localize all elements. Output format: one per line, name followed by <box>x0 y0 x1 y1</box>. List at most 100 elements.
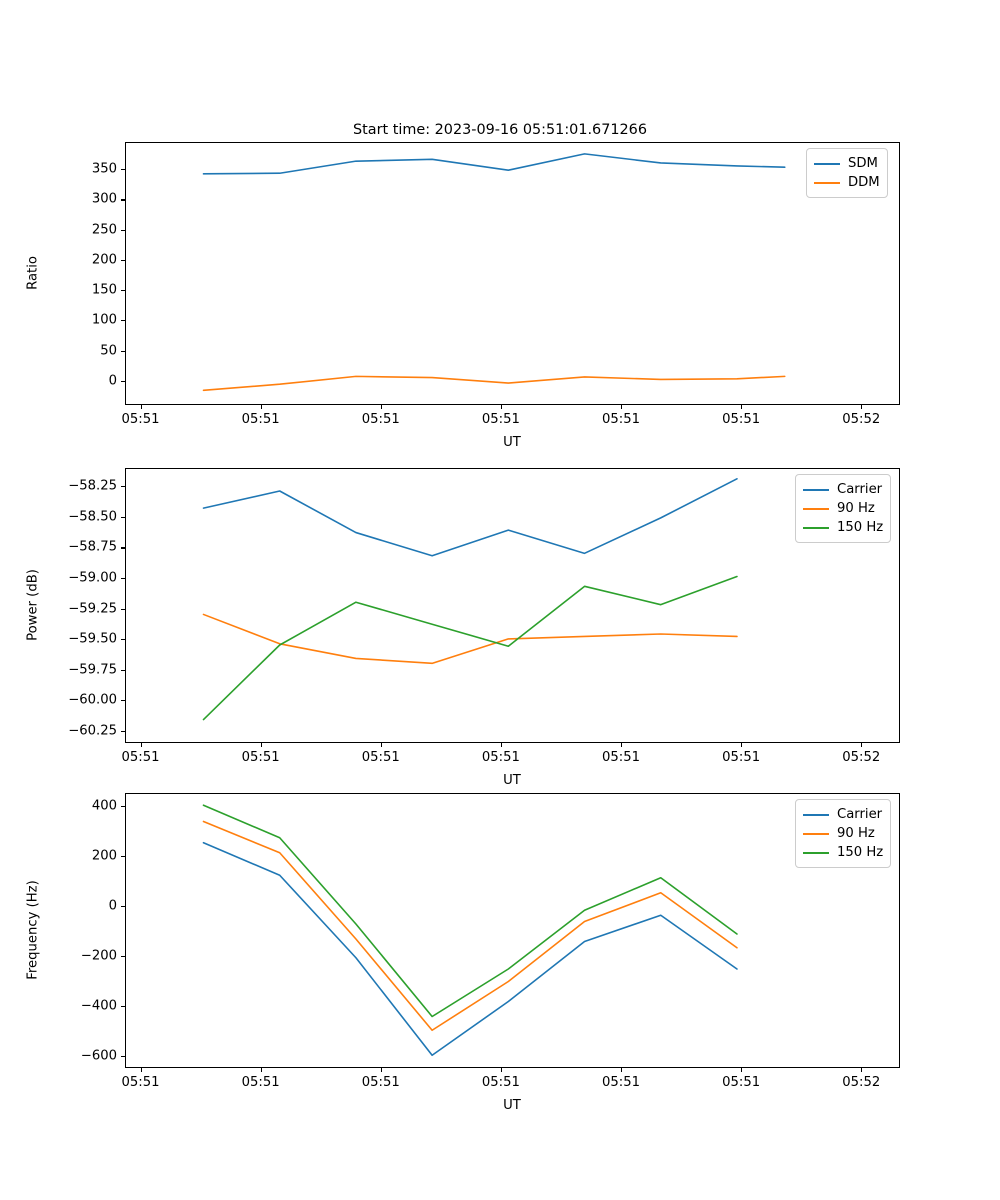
y-tick-label: −59.50 <box>68 631 117 647</box>
x-tick-label: 05:51 <box>601 412 641 427</box>
x-tick-label: 05:51 <box>722 1075 761 1090</box>
y-tick-label: 200 <box>91 848 117 863</box>
y-tick-mark <box>121 669 125 671</box>
x-tick-label: 05:51 <box>121 1075 160 1090</box>
legend-line-swatch <box>814 181 840 184</box>
y-tick-mark <box>121 608 125 610</box>
power-legend[interactable]: Carrier 90 Hz 150 Hz <box>795 474 892 543</box>
legend-label: DDM <box>848 174 880 190</box>
x-tick-mark <box>500 405 502 409</box>
x-tick-mark <box>500 1068 502 1072</box>
x-tick-mark <box>621 405 623 409</box>
legend-label: SDM <box>848 155 878 171</box>
legend-label: Carrier <box>837 481 883 497</box>
x-tick-mark <box>861 743 863 747</box>
frequency-legend[interactable]: Carrier 90 Hz 150 Hz <box>795 799 892 868</box>
series-line-carrier <box>202 477 738 557</box>
legend-entry-carrier[interactable]: Carrier <box>803 805 883 824</box>
legend-entry-sdm[interactable]: SDM <box>814 154 880 173</box>
y-tick-mark <box>121 486 125 488</box>
legend-entry-ddm[interactable]: DDM <box>814 173 880 192</box>
y-tick-label: −600 <box>80 1048 117 1063</box>
x-tick-label: 05:52 <box>842 1075 881 1090</box>
x-tick-mark <box>260 1068 262 1072</box>
x-tick-mark <box>260 405 262 409</box>
legend-entry-150-hz[interactable]: 150 Hz <box>803 518 883 537</box>
figure-title: Start time: 2023-09-16 05:51:01.671266 <box>352 122 647 138</box>
y-tick-label: −400 <box>80 998 117 1013</box>
series-line-carrier <box>202 841 738 1057</box>
y-tick-label: −59.75 <box>68 662 117 678</box>
y-tick-label: 0 <box>108 373 117 389</box>
x-tick-mark <box>380 743 382 747</box>
x-tick-mark <box>140 1068 142 1072</box>
ratio-series-canvas <box>202 153 786 392</box>
y-tick-label: −58.75 <box>68 539 117 555</box>
x-tick-mark <box>380 1068 382 1072</box>
y-tick-label: −60.25 <box>68 723 117 739</box>
legend-line-swatch <box>803 832 829 835</box>
series-line-sdm <box>202 153 786 175</box>
y-tick-mark <box>121 350 125 352</box>
y-tick-label: 400 <box>91 798 117 813</box>
x-tick-label: 05:51 <box>481 750 520 765</box>
power-series-canvas <box>202 477 738 721</box>
y-tick-label: 350 <box>91 161 117 177</box>
legend-entry-150-hz[interactable]: 150 Hz <box>803 843 883 862</box>
y-tick-mark <box>121 639 125 641</box>
legend-entry-carrier[interactable]: Carrier <box>803 480 883 499</box>
ratio-subplot: Start time: 2023-09-16 05:51:01.671266 0… <box>0 110 1000 460</box>
y-tick-mark <box>121 547 125 549</box>
legend-line-swatch <box>814 162 840 165</box>
y-tick-label: −58.50 <box>68 509 117 525</box>
series-line-90-hz <box>202 613 738 665</box>
x-tick-mark <box>140 405 142 409</box>
legend-label: Carrier <box>837 806 883 822</box>
frequency-ylabel: Frequency (Hz) <box>25 880 41 980</box>
x-tick-label: 05:51 <box>361 750 400 765</box>
ratio-ylabel: Ratio <box>25 256 41 290</box>
frequency-series-canvas <box>202 804 738 1057</box>
y-tick-mark <box>121 955 125 957</box>
x-tick-mark <box>741 405 743 409</box>
series-line-ddm <box>202 375 786 392</box>
x-tick-label: 05:51 <box>121 750 160 765</box>
x-tick-mark <box>380 405 382 409</box>
y-tick-mark <box>121 905 125 907</box>
y-tick-mark <box>121 730 125 732</box>
series-line-150-hz <box>202 804 738 1018</box>
x-tick-mark <box>621 1068 623 1072</box>
power-plot-area <box>125 468 900 743</box>
x-tick-label: 05:51 <box>241 1075 280 1090</box>
y-tick-label: 250 <box>91 222 117 238</box>
y-tick-label: 100 <box>91 312 117 328</box>
legend-line-swatch <box>803 488 829 491</box>
x-tick-mark <box>741 1068 743 1072</box>
y-tick-label: 300 <box>91 191 117 207</box>
x-tick-label: 05:52 <box>842 412 881 427</box>
x-tick-label: 05:51 <box>241 412 280 427</box>
ratio-xlabel: UT <box>503 435 521 450</box>
y-tick-mark <box>121 259 125 261</box>
legend-line-swatch <box>803 507 829 510</box>
y-tick-mark <box>121 1005 125 1007</box>
power-xlabel: UT <box>503 773 521 788</box>
legend-entry-90-hz[interactable]: 90 Hz <box>803 824 883 843</box>
x-tick-mark <box>260 743 262 747</box>
y-tick-mark <box>121 380 125 382</box>
y-tick-mark <box>121 290 125 292</box>
y-tick-label: 0 <box>108 898 117 913</box>
legend-label: 90 Hz <box>837 500 875 516</box>
y-tick-mark <box>121 700 125 702</box>
ratio-legend[interactable]: SDM DDM <box>806 148 888 198</box>
legend-entry-90-hz[interactable]: 90 Hz <box>803 499 883 518</box>
x-tick-label: 05:51 <box>481 412 520 427</box>
y-tick-mark <box>121 855 125 857</box>
y-tick-label: −59.25 <box>68 601 117 617</box>
y-tick-label: −60.00 <box>68 692 117 708</box>
legend-line-swatch <box>803 526 829 529</box>
y-tick-mark <box>121 805 125 807</box>
legend-line-swatch <box>803 813 829 816</box>
x-tick-label: 05:51 <box>722 412 761 427</box>
y-tick-label: 50 <box>100 343 117 359</box>
